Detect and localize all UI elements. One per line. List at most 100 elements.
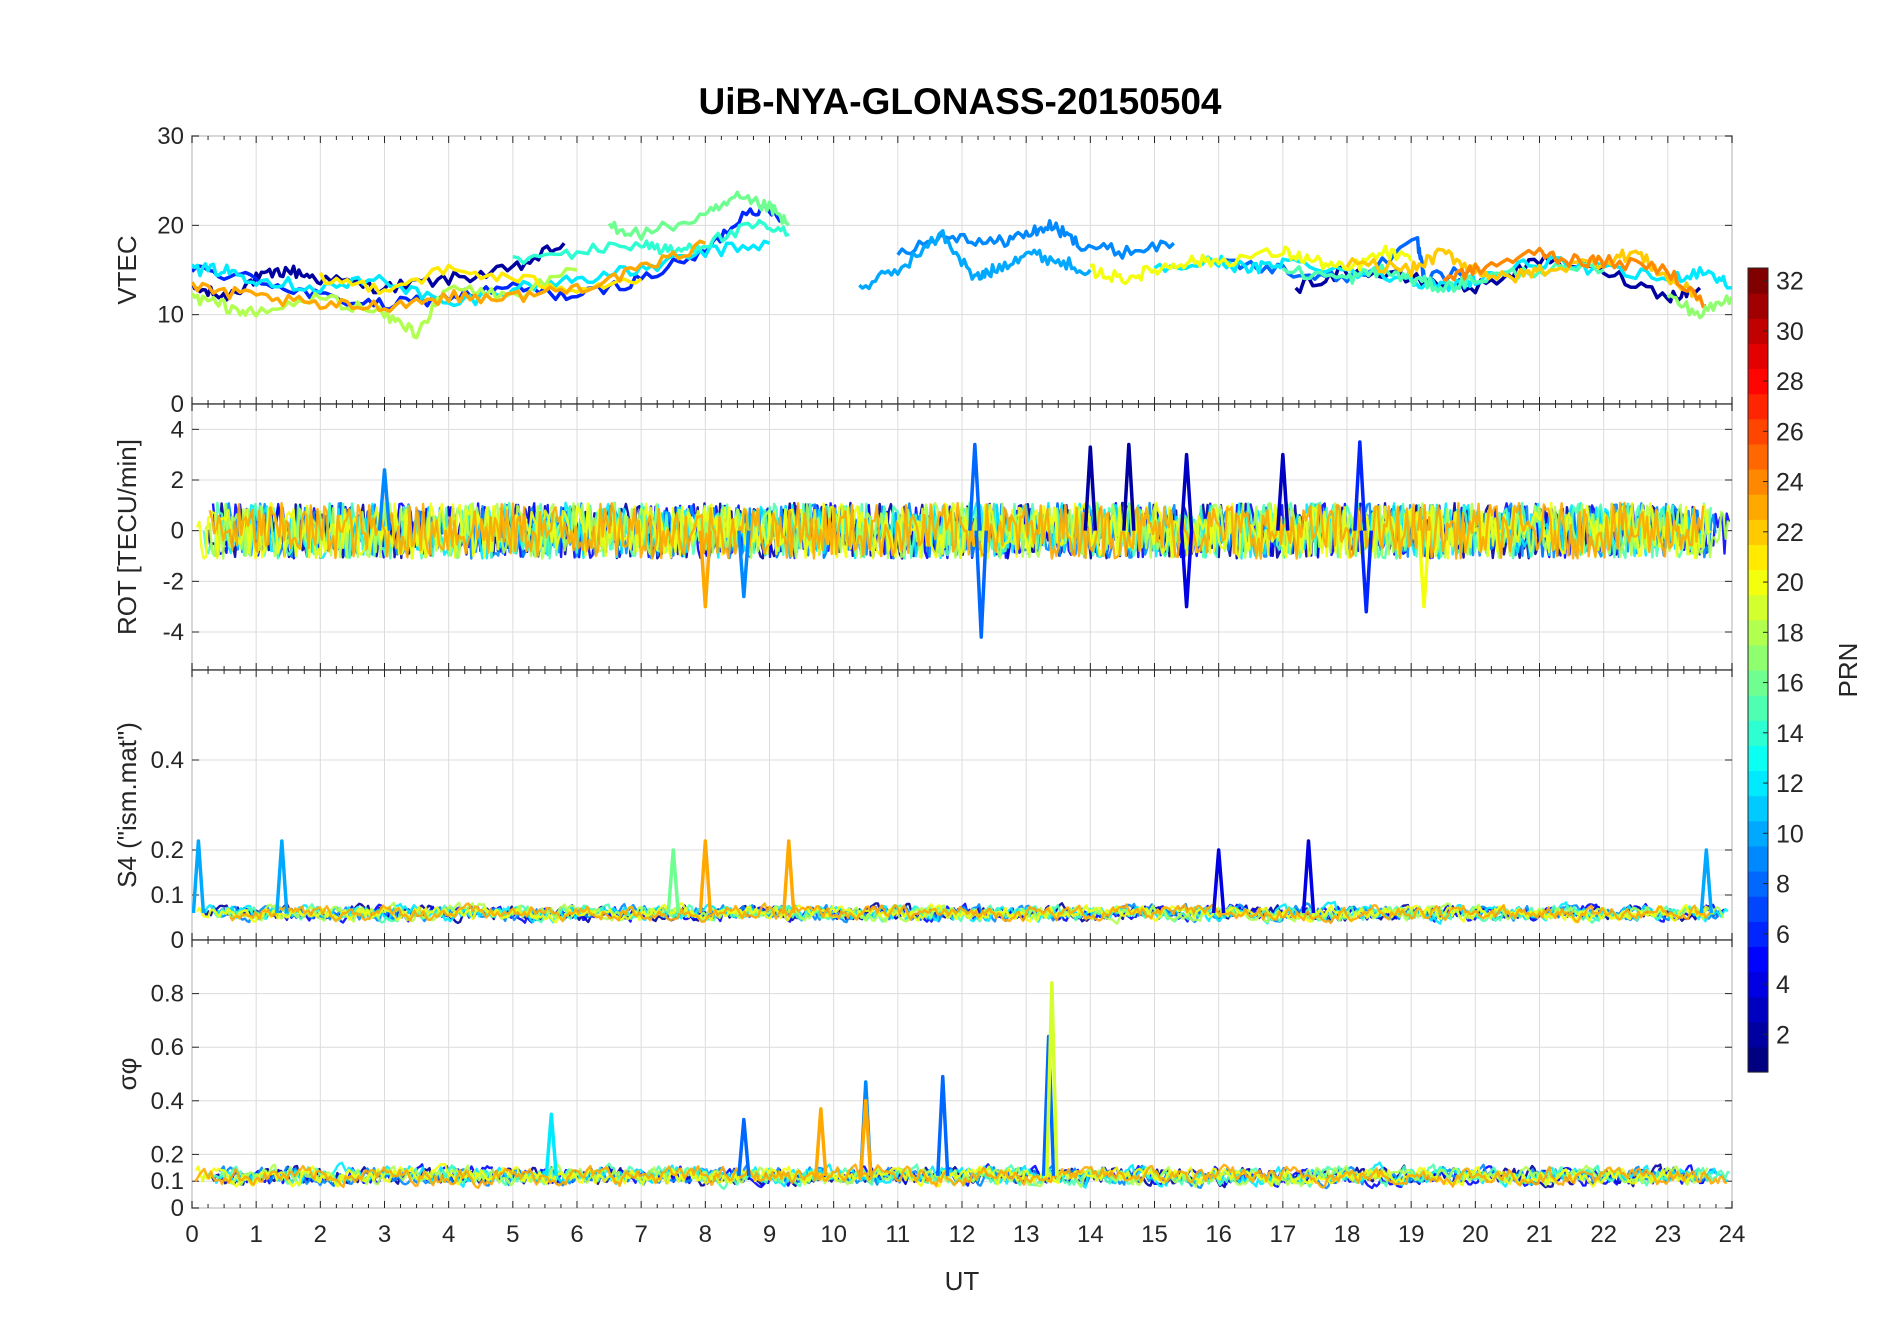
y-tick-label: 0 bbox=[171, 927, 184, 954]
y-tick-label: 0.4 bbox=[151, 1088, 184, 1115]
colorbar-segment bbox=[1748, 996, 1768, 1023]
colorbar-segment bbox=[1748, 1046, 1768, 1073]
spike-mark bbox=[1359, 530, 1373, 614]
panel-sigma_phi: 00.10.2 0.4 0.6 0.8 σφ bbox=[112, 939, 1733, 1222]
colorbar-tick-label: 26 bbox=[1776, 418, 1804, 446]
x-tick-label: 4 bbox=[442, 1221, 455, 1248]
x-tick-label: 19 bbox=[1398, 1221, 1425, 1248]
colorbar-segment bbox=[1748, 544, 1768, 571]
colorbar-segment bbox=[1748, 469, 1768, 495]
spike-mark bbox=[1699, 848, 1714, 914]
x-tick-label: 18 bbox=[1334, 1221, 1361, 1248]
x-tick-label: 11 bbox=[885, 1221, 910, 1248]
colorbar-segment bbox=[1748, 418, 1768, 445]
spike-mark bbox=[698, 530, 713, 609]
spike-mark bbox=[544, 1112, 559, 1176]
colorbar-frame bbox=[1747, 267, 1769, 1073]
plot-area-sigma_phi bbox=[194, 981, 1731, 1191]
colorbar-tick-label: 28 bbox=[1776, 368, 1804, 396]
colorbar-tick-label: 30 bbox=[1776, 318, 1804, 346]
colorbar-tick-label: 4 bbox=[1776, 971, 1790, 999]
series-line bbox=[192, 242, 566, 302]
colorbar-tick-label: 2 bbox=[1776, 1021, 1790, 1049]
colorbar-segment bbox=[1748, 871, 1768, 897]
colorbar-tick-label: 22 bbox=[1776, 519, 1804, 547]
spike-mark bbox=[1276, 452, 1290, 531]
x-tick-label: 13 bbox=[1013, 1221, 1040, 1248]
colorbar-tick-label: 24 bbox=[1776, 469, 1804, 497]
colorbar-segment bbox=[1748, 971, 1768, 998]
x-tick-label: 15 bbox=[1141, 1221, 1168, 1248]
spike-mark bbox=[1179, 452, 1194, 531]
spike-mark bbox=[192, 839, 206, 914]
colorbar-segment bbox=[1748, 820, 1768, 847]
colorbar-segment bbox=[1748, 745, 1768, 772]
spike-mark bbox=[1045, 981, 1059, 1176]
series-line bbox=[194, 1163, 1728, 1190]
colorbar-segment bbox=[1748, 343, 1768, 370]
x-tick-label: 16 bbox=[1205, 1221, 1232, 1248]
colorbar-segment bbox=[1748, 368, 1768, 395]
y-tick-label: -4 bbox=[163, 619, 184, 646]
plot-area-rot bbox=[195, 440, 1731, 639]
colorbar-segment bbox=[1748, 494, 1768, 520]
colorbar-segment bbox=[1748, 770, 1768, 797]
x-tick-label: 5 bbox=[506, 1221, 519, 1248]
spike-mark bbox=[1041, 1034, 1056, 1176]
colorbar-segment bbox=[1748, 695, 1768, 721]
spike-mark bbox=[698, 839, 713, 914]
colorbar-segment bbox=[1748, 594, 1768, 621]
y-axis-label-sigma_phi: σφ bbox=[112, 1058, 142, 1091]
x-tick-label: 14 bbox=[1077, 1221, 1104, 1248]
y-tick-label: 0.4 bbox=[151, 747, 184, 774]
y-tick-label: 0.2 bbox=[151, 837, 184, 864]
spike-mark bbox=[275, 839, 289, 914]
spike-mark bbox=[737, 530, 751, 599]
colorbar-segment bbox=[1748, 318, 1768, 344]
x-axis-label: UT bbox=[945, 1266, 980, 1296]
colorbar-segment bbox=[1748, 896, 1768, 922]
y-tick-label: 0.1 bbox=[151, 1168, 184, 1195]
spike-mark bbox=[1353, 440, 1367, 531]
x-axis: 0 1 2 3 4 5 6 7 8 9 10 11 12 13 14 15 16 17 18 19 20 21 22 23 24 bbox=[185, 1221, 1745, 1248]
y-axis-label-vtec: VTEC bbox=[112, 235, 142, 304]
colorbar-segment bbox=[1748, 443, 1768, 470]
y-tick-label: 0 bbox=[171, 391, 184, 418]
y-axis-label-s4: S4 ("ism.mat") bbox=[112, 722, 142, 888]
spike-mark bbox=[1211, 848, 1226, 914]
panel-vtec: 0 10 20 30 VTEC bbox=[112, 123, 1733, 418]
colorbar-tick-label: 14 bbox=[1776, 720, 1804, 748]
colorbar-segment bbox=[1748, 670, 1768, 696]
x-tick-label: 24 bbox=[1719, 1221, 1746, 1248]
colorbar-segment bbox=[1748, 845, 1768, 872]
y-tick-label: 0 bbox=[171, 518, 184, 545]
x-tick-label: 17 bbox=[1269, 1221, 1296, 1248]
colorbar-segment bbox=[1748, 293, 1768, 319]
x-tick-label: 8 bbox=[699, 1221, 712, 1248]
colorbar-segment bbox=[1748, 720, 1768, 746]
y-tick-label: 2 bbox=[171, 467, 184, 494]
spike-mark bbox=[1417, 530, 1431, 609]
colorbar-tick-label: 16 bbox=[1776, 670, 1804, 698]
spike-mark bbox=[974, 530, 988, 639]
series-line bbox=[607, 190, 791, 241]
x-tick-label: 3 bbox=[378, 1221, 391, 1248]
spike-mark bbox=[1083, 445, 1098, 531]
colorbar-segment bbox=[1748, 569, 1768, 596]
series-line bbox=[1345, 247, 1702, 302]
colorbar-segment bbox=[1748, 946, 1768, 973]
series-line bbox=[896, 219, 1176, 260]
chart-title: UiB-NYA-GLONASS-20150504 bbox=[699, 81, 1222, 122]
colorbar-segment bbox=[1748, 268, 1768, 294]
spike-mark bbox=[782, 839, 796, 914]
x-tick-label: 22 bbox=[1590, 1221, 1617, 1248]
colorbar-segment bbox=[1748, 393, 1768, 420]
plot-area-vtec bbox=[192, 190, 1732, 340]
colorbar-tick-label: 32 bbox=[1776, 268, 1804, 296]
colorbar-tick-label: 12 bbox=[1776, 770, 1804, 798]
x-tick-label: 0 bbox=[185, 1221, 198, 1248]
spike-mark bbox=[936, 1074, 950, 1176]
